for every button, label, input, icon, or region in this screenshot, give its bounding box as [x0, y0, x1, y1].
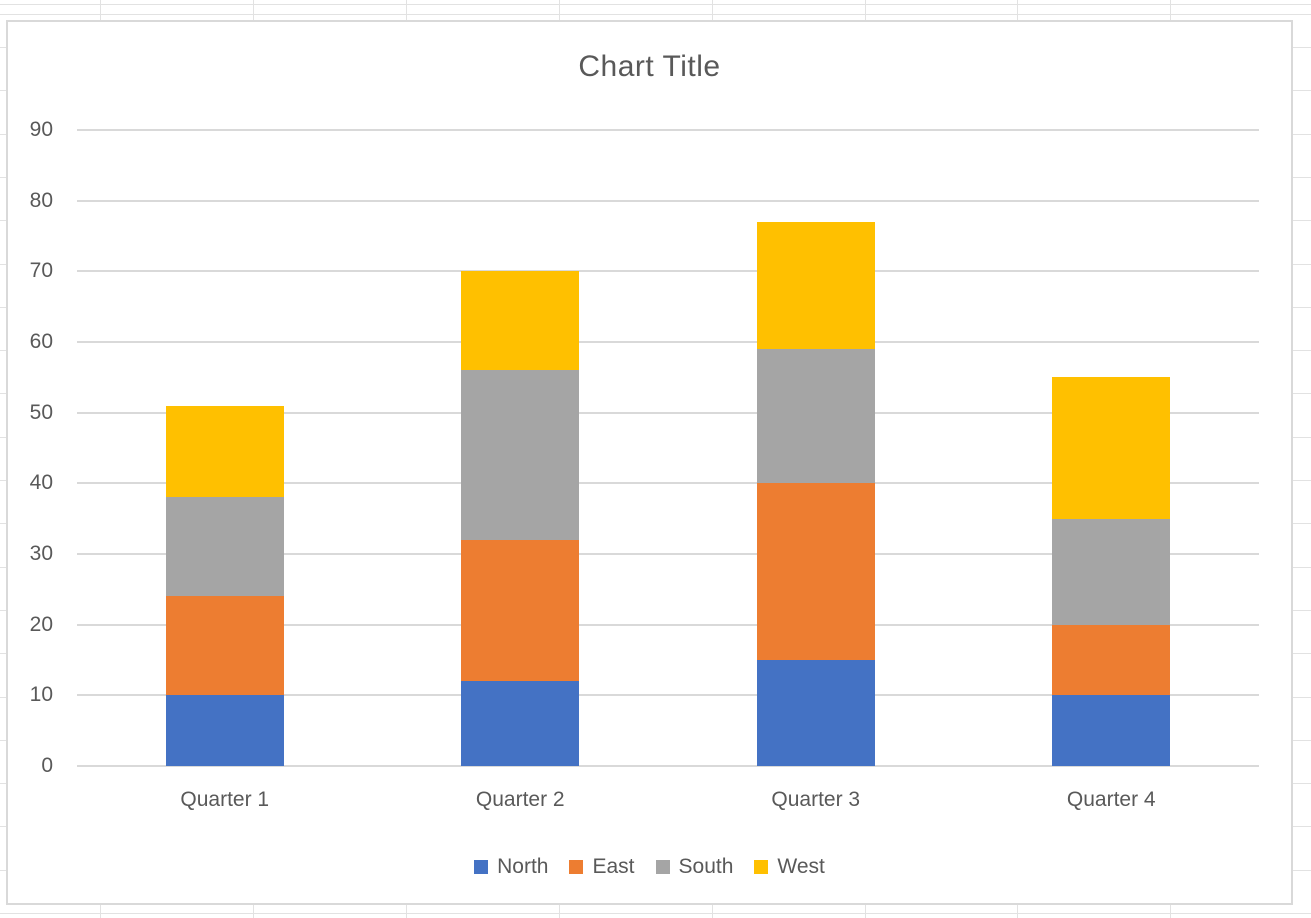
x-axis-label-quarter-4: Quarter 4: [1066, 788, 1156, 811]
plot-gridline-80: [77, 199, 1259, 202]
bar-segment-south-quarter-3[interactable]: [756, 349, 875, 484]
legend-swatch-north: [474, 860, 489, 874]
plot-gridline-10: [77, 694, 1259, 697]
legend-item-west[interactable]: West: [754, 855, 825, 879]
bar-segment-north-quarter-4[interactable]: [1052, 695, 1171, 766]
legend-item-south[interactable]: South: [655, 855, 734, 879]
plot-gridline-40: [77, 482, 1259, 485]
y-axis-tick-label-20: 20: [29, 612, 53, 636]
y-axis-tick-label-60: 60: [29, 330, 53, 353]
legend-label-north: North: [497, 855, 549, 878]
y-axis-tick-label-10: 10: [29, 683, 53, 707]
bar-segment-north-quarter-3[interactable]: [756, 660, 875, 766]
bar-segment-north-quarter-1[interactable]: [165, 695, 284, 766]
y-axis-tick-label-30: 30: [29, 542, 53, 565]
y-axis-tick-label-70: 70: [29, 259, 53, 283]
x-axis-label-quarter-3: Quarter 3: [771, 788, 861, 811]
bar-segment-west-quarter-3[interactable]: [756, 221, 875, 350]
plot-area: [77, 129, 1259, 767]
bar-segment-south-quarter-1[interactable]: [165, 497, 284, 597]
legend: North East South West: [8, 853, 1291, 881]
bar-segment-east-quarter-4[interactable]: [1052, 624, 1171, 696]
legend-item-north[interactable]: North: [474, 855, 548, 879]
y-axis-tick-label-90: 90: [29, 118, 53, 141]
bar-segment-east-quarter-3[interactable]: [756, 483, 875, 660]
bar-segment-east-quarter-1[interactable]: [165, 596, 284, 696]
plot-gridline-70: [77, 270, 1259, 273]
plot-gridline-0: [77, 765, 1259, 767]
plot-gridline-90: [77, 129, 1259, 131]
chart-object[interactable]: Chart Title 0 10 20 30 40 50 60 70 80 90 Quarter …: [6, 20, 1293, 905]
spreadsheet-row-gridline: [0, 14, 1311, 15]
spreadsheet-row-gridline: [0, 913, 1311, 914]
plot-gridline-30: [77, 553, 1259, 555]
bar-segment-west-quarter-2[interactable]: [461, 271, 580, 371]
y-axis-tick-label-40: 40: [29, 471, 53, 495]
bar-segment-west-quarter-4[interactable]: [1052, 377, 1171, 519]
bar-segment-east-quarter-2[interactable]: [461, 539, 580, 682]
bar-segment-north-quarter-2[interactable]: [461, 681, 580, 766]
x-axis-label-quarter-1: Quarter 1: [180, 788, 270, 811]
plot-gridline-60: [77, 341, 1259, 343]
legend-label-east: East: [592, 855, 635, 878]
spreadsheet-row-gridline: [0, 4, 1311, 5]
legend-swatch-west: [754, 860, 769, 874]
legend-item-east[interactable]: East: [569, 855, 635, 879]
legend-swatch-east: [569, 860, 584, 874]
y-axis-tick-label-80: 80: [29, 188, 53, 212]
x-axis-label-quarter-2: Quarter 2: [475, 788, 565, 811]
chart-title[interactable]: Chart Title: [578, 50, 721, 83]
y-axis-tick-label-0: 0: [41, 754, 53, 777]
bar-segment-south-quarter-4[interactable]: [1052, 518, 1171, 625]
plot-gridline-50: [77, 411, 1259, 414]
legend-swatch-south: [655, 860, 670, 874]
plot-gridline-20: [77, 623, 1259, 626]
legend-label-south: South: [678, 855, 734, 878]
legend-label-west: West: [777, 855, 825, 878]
bar-segment-south-quarter-2[interactable]: [461, 370, 580, 540]
bar-segment-west-quarter-1[interactable]: [165, 405, 284, 498]
y-axis-tick-label-50: 50: [29, 400, 53, 424]
